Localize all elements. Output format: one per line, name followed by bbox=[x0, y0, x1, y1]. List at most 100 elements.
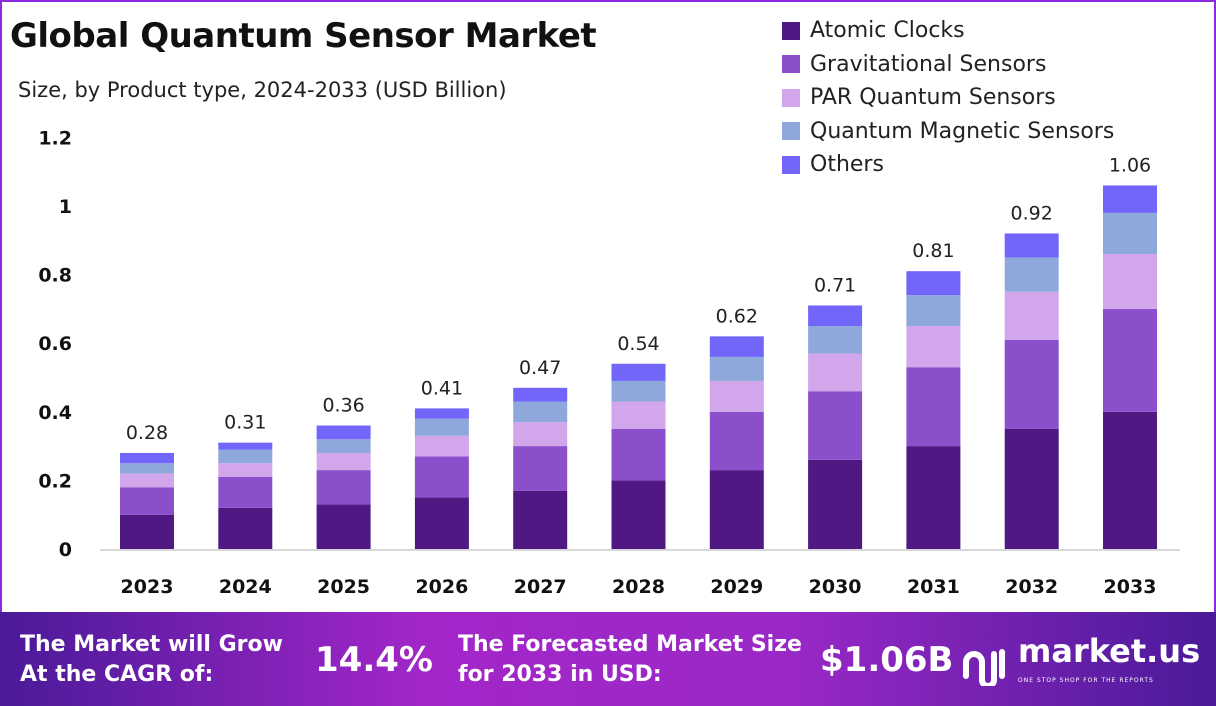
x-tick-label: 2026 bbox=[415, 576, 468, 598]
bar-segment bbox=[1103, 308, 1157, 412]
bar-segment bbox=[218, 449, 273, 464]
y-tick-label: 1.2 bbox=[38, 127, 72, 149]
bar-segment bbox=[120, 452, 174, 464]
bar-segment bbox=[709, 356, 764, 381]
legend-swatch bbox=[782, 88, 800, 107]
bar-segment bbox=[414, 435, 469, 457]
x-tick-label: 2029 bbox=[710, 576, 763, 598]
bar-segment bbox=[611, 480, 666, 549]
bar-segment bbox=[414, 408, 469, 419]
legend-label: Atomic Clocks bbox=[810, 18, 965, 44]
bar-segment bbox=[808, 353, 863, 392]
x-tick-label: 2025 bbox=[317, 576, 370, 598]
brand-tagline: ONE STOP SHOP FOR THE REPORTS bbox=[1018, 677, 1154, 684]
legend-label: Others bbox=[810, 152, 884, 178]
total-label: 0.31 bbox=[224, 412, 266, 434]
brand-logo: market.us ONE STOP SHOP FOR THE REPORTS bbox=[962, 632, 1201, 696]
x-tick-label: 2024 bbox=[219, 576, 272, 598]
y-tick-label: 0.8 bbox=[38, 265, 72, 287]
bar-segment bbox=[906, 271, 961, 296]
y-tick-label: 0.2 bbox=[38, 470, 72, 492]
bar-segment bbox=[709, 336, 764, 357]
bar-segment bbox=[316, 504, 371, 549]
legend-swatch bbox=[782, 122, 800, 141]
total-label: 0.47 bbox=[519, 357, 561, 379]
x-tick-label: 2032 bbox=[1005, 576, 1058, 598]
bar-segment bbox=[316, 425, 371, 440]
bar-segment bbox=[808, 326, 863, 354]
bar-segment bbox=[1004, 233, 1059, 258]
cagr-label-line2: At the CAGR of: bbox=[20, 662, 214, 687]
bar-segment bbox=[1004, 339, 1059, 429]
bar-segment bbox=[414, 418, 469, 436]
bar-segment bbox=[513, 490, 568, 549]
bar-segment bbox=[120, 473, 174, 488]
x-tick-label: 2030 bbox=[809, 576, 862, 598]
bar-segment bbox=[709, 411, 764, 471]
chart-subtitle: Size, by Product type, 2024-2033 (USD Bi… bbox=[18, 78, 507, 102]
x-tick-label: 2028 bbox=[612, 576, 665, 598]
bar-segment bbox=[1103, 411, 1157, 549]
legend-swatch bbox=[782, 155, 800, 174]
cagr-value: 14.4% bbox=[315, 640, 433, 680]
bar-segment bbox=[513, 422, 568, 447]
total-label: 0.92 bbox=[1011, 202, 1053, 224]
brand-name: market.us bbox=[1018, 632, 1201, 670]
bar-segment bbox=[611, 428, 666, 481]
total-label: 0.36 bbox=[322, 395, 364, 417]
legend-swatch bbox=[782, 55, 800, 74]
x-tick-label: 2031 bbox=[907, 576, 960, 598]
bar-segment bbox=[709, 470, 764, 549]
bar-chart: 00.20.40.60.811.20.2820230.3120240.36202… bbox=[38, 127, 1180, 598]
cagr-label-line1: The Market will Grow bbox=[20, 632, 283, 657]
total-label: 0.81 bbox=[912, 240, 954, 262]
bar-segment bbox=[1103, 254, 1157, 309]
bar-segment bbox=[120, 487, 174, 515]
bar-segment bbox=[414, 456, 469, 498]
bar-segment bbox=[1103, 185, 1157, 213]
footer-banner: The Market will Grow At the CAGR of: 14.4… bbox=[0, 612, 1216, 706]
legend-label: Quantum Magnetic Sensors bbox=[810, 118, 1115, 144]
bar-segment bbox=[1004, 428, 1059, 549]
bar-segment bbox=[218, 507, 273, 549]
x-tick-label: 2033 bbox=[1104, 576, 1157, 598]
legend-label: Gravitational Sensors bbox=[810, 51, 1047, 77]
bar-segment bbox=[218, 463, 273, 477]
chart-title: Global Quantum Sensor Market bbox=[10, 16, 597, 56]
bar-segment bbox=[316, 470, 371, 505]
bar-segment bbox=[316, 439, 371, 453]
cagr-label: The Market will Grow At the CAGR of: bbox=[20, 630, 283, 690]
legend-swatch bbox=[782, 21, 800, 40]
bar-segment bbox=[906, 367, 961, 447]
logo-icon bbox=[963, 649, 1005, 686]
bar-segment bbox=[120, 514, 174, 549]
bar-segment bbox=[218, 476, 273, 508]
bar-segment bbox=[906, 295, 961, 327]
bar-segment bbox=[513, 387, 568, 402]
legend: Atomic Clocks Gravitational Sensors PAR Qu… bbox=[782, 14, 1114, 182]
bar-segment bbox=[1103, 212, 1157, 255]
bar-segment bbox=[120, 463, 174, 474]
x-tick-label: 2023 bbox=[121, 576, 174, 598]
total-label: 0.41 bbox=[421, 377, 463, 399]
y-tick-label: 0 bbox=[59, 539, 72, 561]
forecast-value: $1.06B bbox=[820, 640, 954, 680]
total-label: 0.28 bbox=[126, 422, 168, 444]
legend-item: Quantum Magnetic Sensors bbox=[782, 115, 1114, 149]
legend-label: PAR Quantum Sensors bbox=[810, 85, 1056, 111]
bar-segment bbox=[513, 446, 568, 491]
bar-segment bbox=[906, 446, 961, 549]
bar-segment bbox=[611, 363, 666, 381]
bar-segment bbox=[1004, 257, 1059, 292]
legend-item: Others bbox=[782, 148, 1114, 182]
forecast-label: The Forecasted Market Size for 2033 in US… bbox=[458, 630, 802, 690]
total-label: 0.54 bbox=[617, 333, 659, 355]
x-tick-label: 2027 bbox=[514, 576, 567, 598]
bar-segment bbox=[906, 326, 961, 368]
bar-segment bbox=[808, 305, 863, 327]
total-label: 1.06 bbox=[1109, 154, 1151, 176]
bar-segment bbox=[808, 459, 863, 549]
bar-segment bbox=[611, 401, 666, 429]
y-tick-label: 0.6 bbox=[38, 333, 72, 355]
bar-segment bbox=[414, 497, 469, 549]
